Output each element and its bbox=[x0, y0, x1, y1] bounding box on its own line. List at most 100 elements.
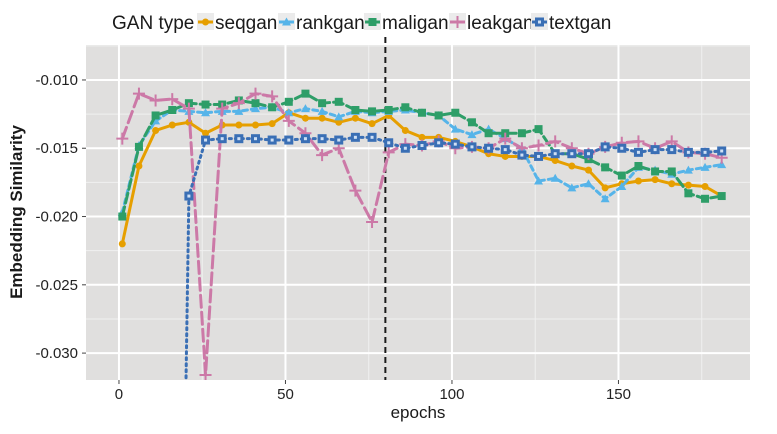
textgan-point bbox=[181, 403, 190, 412]
y-axis: -0.010 -0.015 -0.020 -0.025 -0.030 bbox=[35, 72, 86, 362]
textgan-point-center bbox=[453, 142, 457, 146]
seqgan-point bbox=[701, 182, 709, 190]
seqgan-point bbox=[368, 120, 376, 128]
leakgan-point bbox=[382, 146, 395, 159]
maligan-point bbox=[401, 103, 410, 112]
legend-marker-icon bbox=[451, 16, 464, 28]
rankgan-point bbox=[300, 104, 310, 113]
maligan-point bbox=[651, 167, 660, 176]
seqgan-point bbox=[568, 162, 576, 170]
seqgan-point bbox=[634, 177, 642, 185]
maligan-point bbox=[467, 118, 476, 127]
textgan-point-center bbox=[470, 145, 474, 149]
textgan-line bbox=[184, 135, 724, 380]
textgan-point-center bbox=[537, 154, 541, 158]
seqgan-point bbox=[584, 166, 592, 174]
rankgan-point bbox=[284, 108, 294, 117]
maligan-point bbox=[334, 97, 343, 106]
textgan-point-center bbox=[653, 148, 657, 152]
legend-item-textgan: textgan bbox=[531, 13, 611, 34]
rankgan-point bbox=[234, 106, 244, 115]
seqgan-point bbox=[401, 126, 409, 134]
maligan-point bbox=[717, 192, 726, 201]
maligan-point bbox=[534, 125, 543, 134]
maligan-point bbox=[667, 167, 676, 176]
maligan-point bbox=[118, 212, 127, 221]
seqgan-point bbox=[418, 133, 426, 141]
rankgan-point bbox=[700, 162, 710, 171]
textgan-point-center bbox=[270, 138, 274, 142]
seqgan-point bbox=[301, 114, 309, 122]
textgan-point-center bbox=[287, 138, 291, 142]
leakgan-point bbox=[366, 215, 379, 228]
leakgan-point bbox=[266, 90, 279, 103]
maligan-point bbox=[368, 107, 377, 116]
leakgan-point bbox=[282, 114, 295, 127]
seqgan-point bbox=[118, 240, 126, 248]
textgan-point-center bbox=[403, 146, 407, 150]
rankgan-point bbox=[567, 183, 577, 192]
rankgan-point bbox=[201, 108, 211, 117]
seqgan-point bbox=[501, 152, 509, 160]
legend: GAN type seqgan rankgan maligan leakgan text… bbox=[112, 13, 611, 34]
legend-item-leakgan: leakgan bbox=[449, 13, 534, 34]
textgan-point-center bbox=[184, 406, 187, 409]
leakgan-point bbox=[632, 135, 645, 148]
textgan-point-center bbox=[620, 146, 624, 150]
legend-marker-icon bbox=[368, 18, 377, 26]
maligan-point bbox=[701, 194, 710, 203]
seqgan-point bbox=[235, 121, 243, 129]
leakgan-point bbox=[116, 132, 129, 145]
textgan-point-center bbox=[370, 135, 374, 139]
legend-marker-icon-center bbox=[538, 20, 541, 24]
seqgan-point bbox=[668, 180, 676, 188]
seqgan-point bbox=[351, 114, 359, 122]
y-tick-label: -0.015 bbox=[35, 140, 78, 157]
textgan-point-center bbox=[570, 152, 574, 156]
x-axis: 0 50 100 150 bbox=[115, 380, 631, 403]
textgan-point-center bbox=[603, 145, 607, 149]
seqgan-point bbox=[168, 121, 176, 129]
leakgan-point bbox=[149, 94, 162, 107]
x-tick-label: 50 bbox=[277, 386, 294, 403]
maligan-point bbox=[617, 171, 626, 180]
textgan-point-center bbox=[253, 137, 257, 141]
textgan-point-center bbox=[220, 137, 224, 141]
seqgan-point bbox=[551, 157, 559, 165]
maligan-point bbox=[268, 103, 277, 112]
maligan-point bbox=[434, 111, 443, 120]
rankgan-point bbox=[550, 173, 560, 182]
maligan-point bbox=[151, 111, 160, 120]
series-layer bbox=[116, 87, 728, 412]
rankgan-point bbox=[450, 124, 460, 133]
textgan-point-center bbox=[437, 141, 441, 145]
legend-item-maligan: maligan bbox=[364, 13, 449, 34]
textgan-point-center bbox=[337, 138, 341, 142]
legend-title: GAN type bbox=[112, 13, 194, 34]
leakgan-point bbox=[166, 93, 179, 106]
maligan-point bbox=[301, 89, 310, 98]
y-tick-label: -0.010 bbox=[35, 72, 78, 89]
rankgan-point bbox=[600, 194, 610, 203]
legend-label: textgan bbox=[549, 13, 611, 34]
seqgan-point bbox=[318, 114, 326, 122]
maligan-point bbox=[484, 129, 493, 138]
leakgan-point bbox=[532, 139, 545, 152]
maligan-point bbox=[517, 129, 526, 138]
maligan-point bbox=[134, 142, 143, 151]
textgan-point-center bbox=[503, 148, 507, 152]
legend-label: maligan bbox=[382, 13, 449, 34]
legend-item-seqgan: seqgan bbox=[197, 13, 277, 34]
rankgan-point bbox=[683, 165, 693, 174]
textgan-point-center bbox=[703, 150, 707, 154]
legend-item-rankgan: rankgan bbox=[278, 13, 365, 34]
maligan-point bbox=[201, 100, 210, 109]
y-tick-label: -0.025 bbox=[35, 277, 78, 294]
textgan-point-center bbox=[670, 148, 674, 152]
x-axis-label: epochs bbox=[391, 403, 446, 422]
maligan-point bbox=[601, 163, 610, 172]
leakgan-point bbox=[349, 184, 362, 197]
legend-label: rankgan bbox=[296, 13, 365, 34]
y-axis-label: Embedding Similarity bbox=[7, 125, 26, 299]
